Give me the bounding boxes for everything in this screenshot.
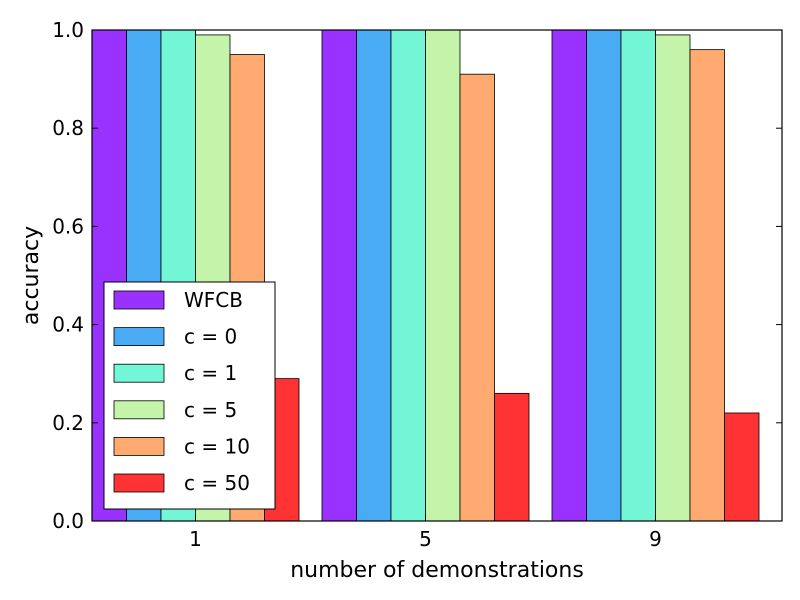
y-tick-label: 0.6 [52, 214, 84, 238]
bar-WFCB-9 [551, 29, 587, 522]
legend-label: c = 5 [184, 398, 237, 422]
legend: WFCB c = 0 c = 1 c = 5 c = 10 c = 50 [103, 281, 276, 510]
x-tick-label: 5 [419, 527, 432, 551]
x-axis-label: number of demonstrations [290, 558, 584, 583]
x-tick-label: 1 [189, 527, 202, 551]
legend-box [103, 281, 276, 510]
x-axis-ticks: 1 5 9 [189, 30, 662, 551]
y-tick-label: 0.2 [52, 411, 84, 435]
legend-label: WFCB [184, 288, 243, 312]
legend-swatch [113, 363, 165, 383]
bar-c5-9 [655, 34, 691, 522]
y-tick-label: 0.0 [52, 509, 84, 533]
legend-label: c = 10 [184, 434, 250, 458]
bar-c0-9 [586, 29, 622, 522]
bar-c50-5 [494, 392, 530, 522]
legend-swatch [113, 473, 165, 493]
plot-area-frame [91, 29, 783, 522]
bar-c1-5 [390, 29, 426, 522]
y-axis-label: accuracy [19, 226, 44, 325]
bar-c1-9 [620, 29, 656, 522]
bars-group [91, 29, 760, 522]
legend-swatch [113, 327, 165, 347]
legend-swatch [113, 400, 165, 420]
x-tick-label: 9 [649, 527, 662, 551]
bar-c5-5 [425, 29, 461, 522]
bar-c0-5 [356, 29, 392, 522]
legend-swatch [113, 436, 165, 456]
legend-label: c = 0 [184, 325, 237, 349]
bar-c10-9 [689, 49, 725, 522]
bar-c50-9 [724, 412, 760, 522]
y-tick-label: 0.8 [52, 116, 84, 140]
bar-c10-5 [459, 73, 495, 522]
y-tick-label: 0.4 [52, 313, 84, 337]
y-axis-ticks: 0.0 0.2 0.4 0.6 0.8 1.0 [52, 18, 782, 533]
legend-label: c = 50 [184, 471, 250, 495]
legend-label: c = 1 [184, 361, 237, 385]
legend-swatch [113, 290, 165, 310]
y-tick-label: 1.0 [52, 18, 84, 42]
bar-WFCB-5 [321, 29, 357, 522]
